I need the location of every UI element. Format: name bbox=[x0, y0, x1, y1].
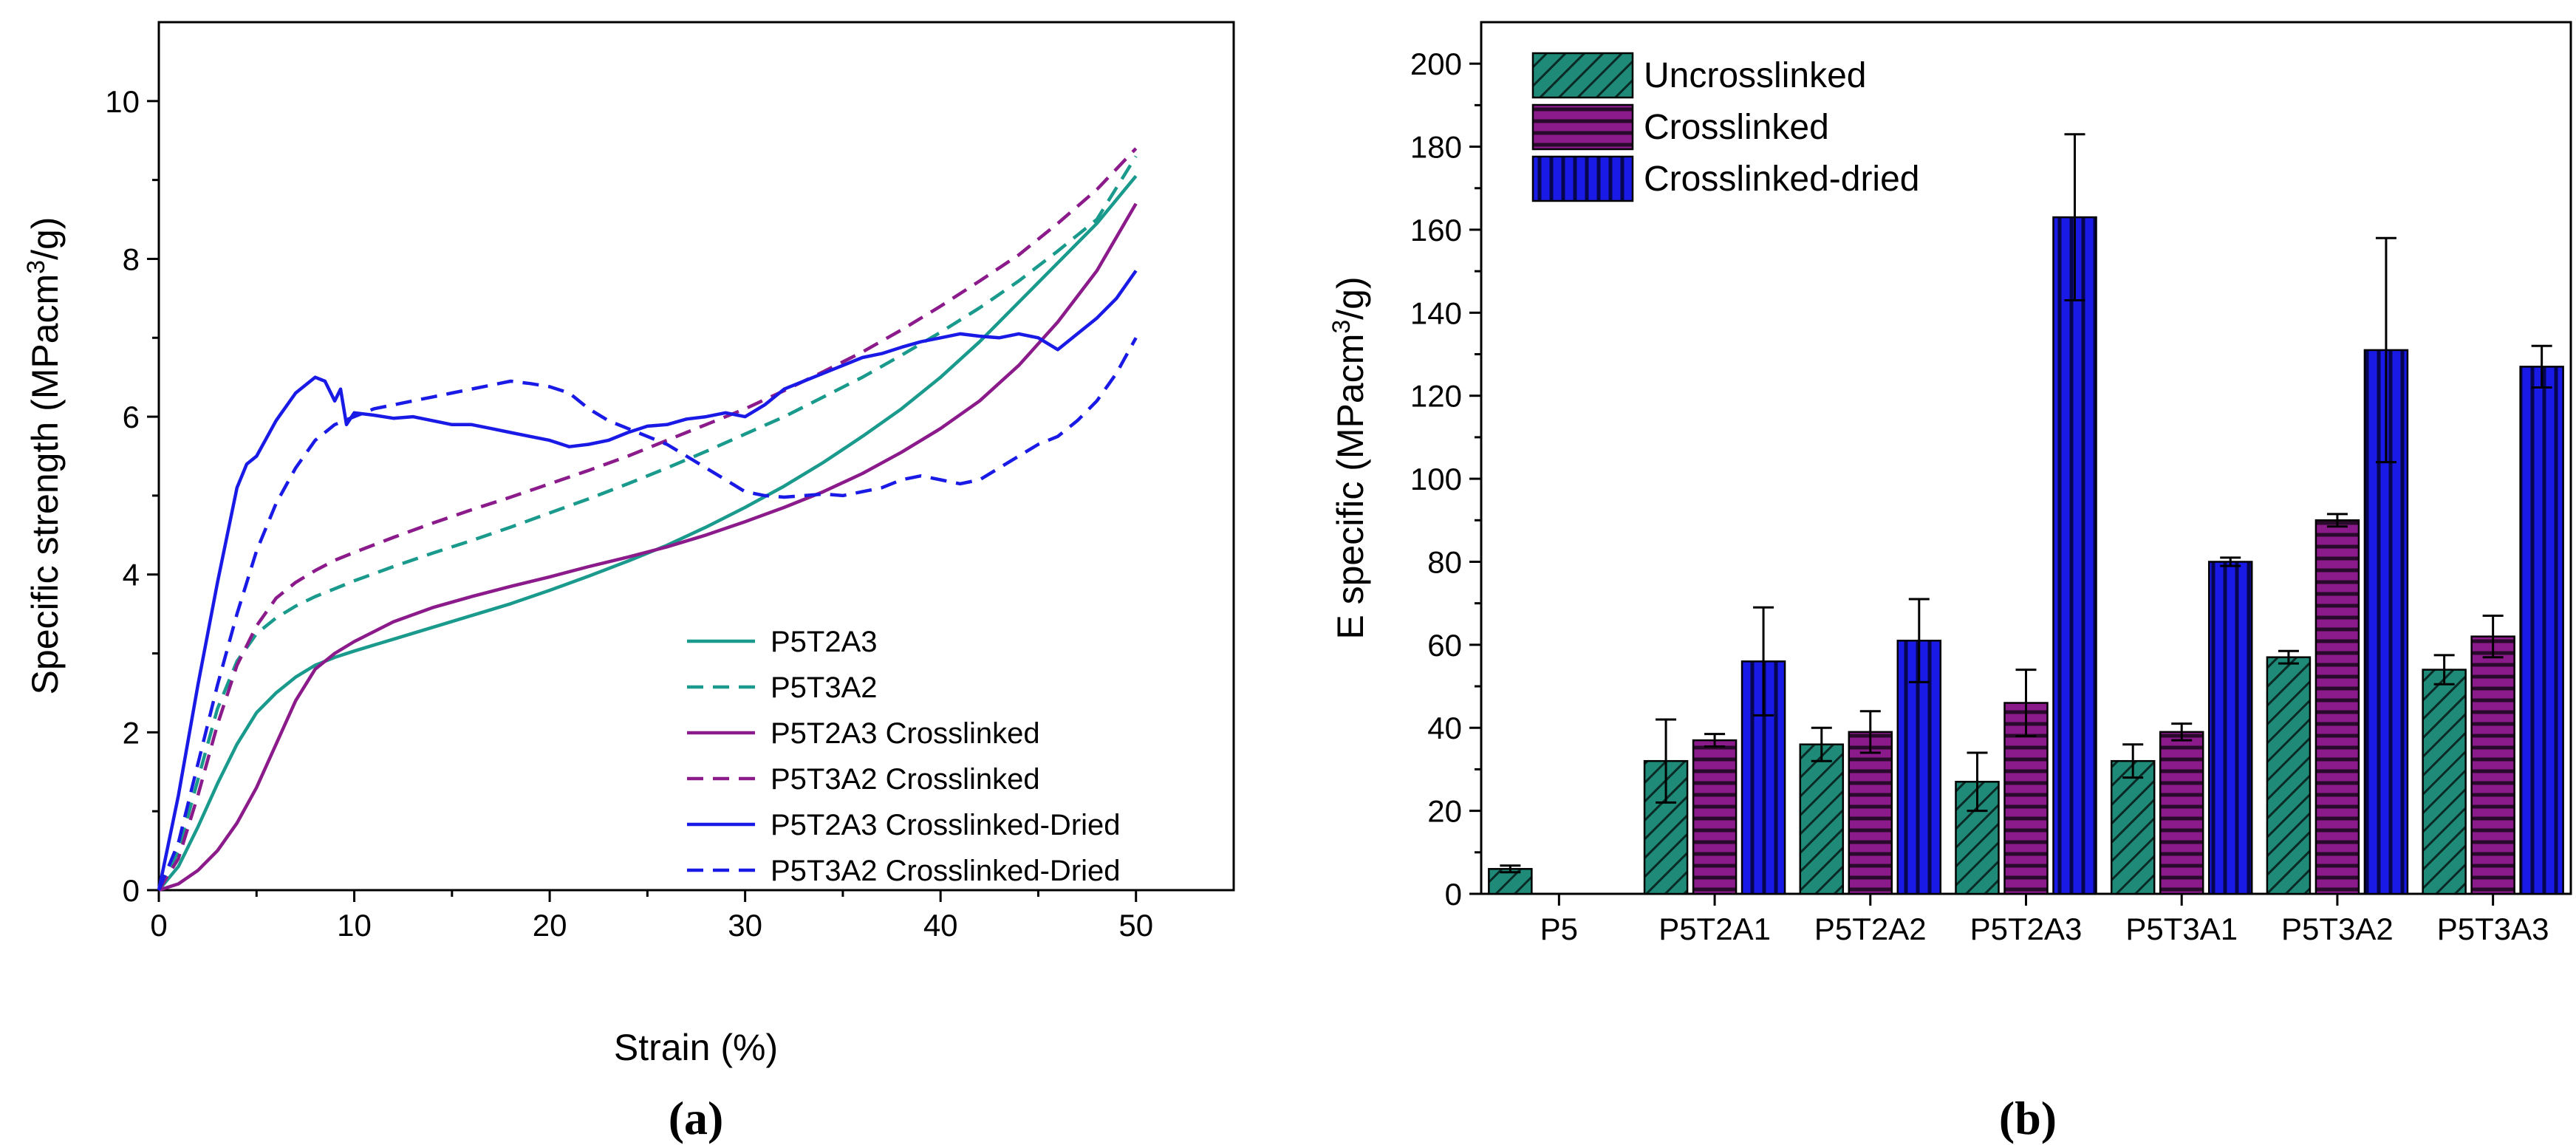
legend: P5T2A3 P5T3A2 P5T2A3 Crosslinked P5T3A2 Cro… bbox=[687, 626, 1121, 887]
series-line-p5t3a2-crosslinked-dried bbox=[157, 337, 1138, 891]
y-tick-label: 60 bbox=[1427, 628, 1462, 663]
legend: Uncrosslinked Crosslinked Crosslinked-drie… bbox=[1531, 52, 1919, 202]
y-tick-label: 120 bbox=[1410, 379, 1462, 414]
series-line-p5t2a3-crosslinked bbox=[158, 202, 1138, 892]
series-line-p5t3a2 bbox=[157, 155, 1138, 892]
y-axis-label-sup: 3 bbox=[22, 260, 50, 274]
x-tick-label: P5 bbox=[1540, 912, 1578, 946]
y-axis-label-tail: /g) bbox=[24, 217, 66, 260]
panel-label-b: (b) bbox=[1999, 1092, 2057, 1144]
legend-label: P5T3A2 Crosslinked bbox=[771, 763, 1040, 796]
x-tick-label: 40 bbox=[923, 908, 958, 943]
bar-uncrosslinked-p5t3a3 bbox=[2422, 669, 2467, 895]
legend-swatch bbox=[1531, 103, 1634, 151]
series-line-p5t2a3 bbox=[157, 174, 1138, 892]
x-tick-label: P5T2A1 bbox=[1658, 912, 1771, 946]
x-tick-label: 10 bbox=[337, 908, 372, 943]
y-tick-label: 20 bbox=[1427, 794, 1462, 829]
legend-label: Crosslinked-dried bbox=[1644, 160, 1919, 199]
legend-label: P5T3A2 bbox=[771, 671, 878, 704]
bar-crosslinked-p5t3a2 bbox=[2314, 519, 2360, 895]
bar-crosslinked-p5t3a1 bbox=[2159, 731, 2204, 895]
panel-label-a: (a) bbox=[669, 1092, 724, 1144]
y-axis-label-sup: 3 bbox=[1328, 320, 1356, 334]
x-tick-label: P5T3A2 bbox=[2281, 912, 2394, 946]
axes: 0 10 20 30 40 50 0 2 4 6 8 10 bbox=[105, 84, 1153, 943]
y-tick-label: 180 bbox=[1410, 130, 1462, 165]
plot-area-frame bbox=[157, 21, 1235, 892]
series-line-p5t2a3-crosslinked-dried bbox=[157, 270, 1138, 891]
y-axis-label-main: E specific (MPacm bbox=[1330, 334, 1371, 640]
legend-label: P5T3A2 Crosslinked-Dried bbox=[771, 855, 1121, 887]
legend-label: Crosslinked bbox=[1644, 108, 1829, 147]
legend-swatch bbox=[1531, 155, 1634, 202]
y-tick-label: 0 bbox=[1445, 877, 1462, 912]
y-tick-label: 80 bbox=[1427, 544, 1462, 579]
x-tick-label: 0 bbox=[150, 908, 167, 943]
x-tick-label: 30 bbox=[728, 908, 762, 943]
legend-label: P5T2A3 Crosslinked bbox=[771, 717, 1040, 750]
bars bbox=[1488, 133, 2564, 895]
bar-crosslinked-dried-p5t3a3 bbox=[2519, 366, 2564, 895]
y-axis-label-main: Specific strength (MPacm bbox=[24, 274, 66, 695]
series-line-p5t3a2-crosslinked bbox=[157, 147, 1138, 892]
legend-label: P5T2A3 Crosslinked-Dried bbox=[771, 809, 1121, 841]
panel-a-line-chart: 0 10 20 30 40 50 0 2 4 6 8 10 P5T2A3 P5T3A2 P5T2A3 Cr… bbox=[22, 21, 1235, 1144]
y-tick-label: 200 bbox=[1410, 47, 1462, 81]
x-tick-label: 50 bbox=[1118, 908, 1153, 943]
y-tick-label: 8 bbox=[123, 242, 140, 276]
bar-crosslinked-dried-p5t3a1 bbox=[2207, 561, 2253, 895]
y-tick-label: 2 bbox=[123, 715, 140, 750]
bar-uncrosslinked-p5t3a1 bbox=[2110, 759, 2156, 895]
legend-label: Uncrosslinked bbox=[1644, 56, 1866, 95]
bar-uncrosslinked-p5t3a2 bbox=[2266, 656, 2312, 895]
y-axis-label: Specific strength (MPacm3/g) bbox=[22, 217, 66, 695]
bar-uncrosslinked-p5t2a2 bbox=[1799, 743, 1845, 895]
x-tick-label: 20 bbox=[533, 908, 567, 943]
x-tick-label: P5T2A3 bbox=[1970, 912, 2083, 946]
legend-label: P5T2A3 bbox=[771, 626, 878, 658]
x-tick-label: P5T3A3 bbox=[2437, 912, 2549, 946]
y-tick-label: 160 bbox=[1410, 213, 1462, 247]
y-tick-label: 140 bbox=[1410, 295, 1462, 330]
axes: 0 20 40 60 80 100 120 140 160 180 200 P5 P5T2A1 P5T2A… bbox=[1410, 47, 2549, 946]
y-tick-label: 0 bbox=[123, 873, 140, 908]
bar-crosslinked-p5t2a1 bbox=[1692, 739, 1738, 895]
bar-crosslinked-p5t3a3 bbox=[2470, 635, 2515, 895]
legend-swatch bbox=[1531, 52, 1634, 99]
y-axis-label: E specific (MPacm3/g) bbox=[1328, 276, 1371, 639]
y-tick-label: 4 bbox=[123, 558, 140, 592]
x-tick-label: P5T2A2 bbox=[1814, 912, 1927, 946]
series-lines bbox=[157, 147, 1138, 892]
bar-crosslinked-dried-p5t2a3 bbox=[2052, 216, 2097, 895]
bar-uncrosslinked-p5t2a3 bbox=[1955, 781, 2000, 895]
y-tick-label: 40 bbox=[1427, 711, 1462, 745]
y-tick-label: 6 bbox=[123, 400, 140, 434]
y-tick-label: 100 bbox=[1410, 462, 1462, 496]
x-axis-label: Strain (%) bbox=[614, 1027, 778, 1068]
x-tick-label: P5T3A1 bbox=[2125, 912, 2238, 946]
panel-b-bar-chart: 0 20 40 60 80 100 120 140 160 180 200 P5 P5T2A1 P5T2A… bbox=[1328, 21, 2572, 1144]
y-tick-label: 10 bbox=[105, 84, 140, 119]
bar-crosslinked-p5t2a2 bbox=[1848, 731, 1893, 895]
y-axis-label-tail: /g) bbox=[1330, 276, 1371, 319]
